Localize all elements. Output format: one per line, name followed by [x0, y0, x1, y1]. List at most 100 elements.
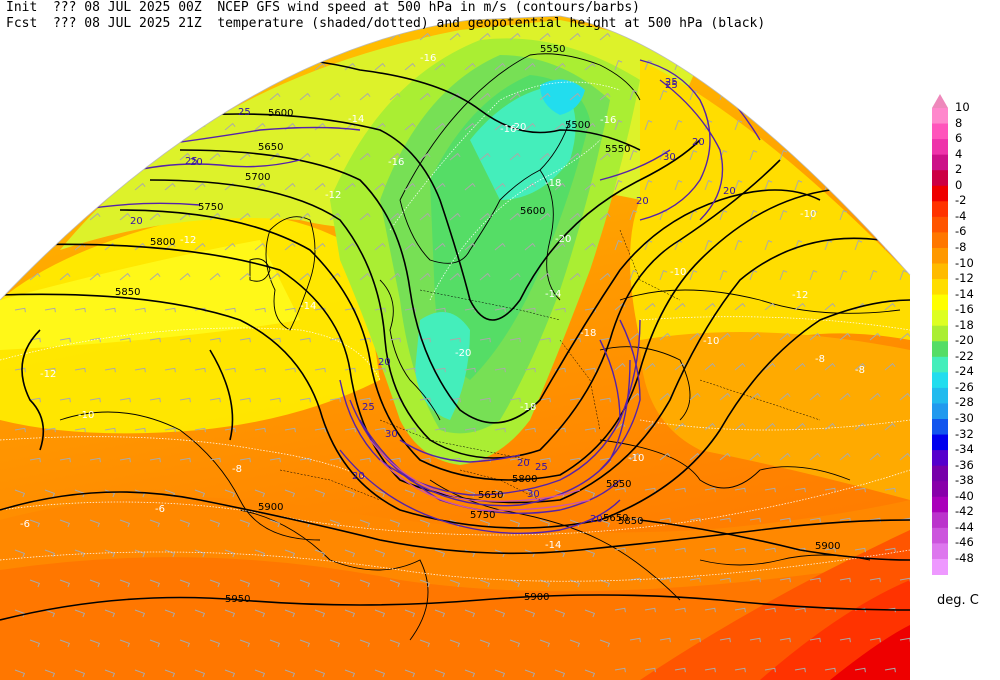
wind-barb [509, 272, 521, 281]
wind-barb [29, 519, 41, 528]
height-label: 5650 [603, 513, 628, 524]
wind-barb [224, 427, 236, 433]
wind-barb [854, 422, 866, 431]
wind-barb [779, 209, 788, 221]
temp-label: -18 [545, 178, 561, 189]
wind-barb [119, 32, 131, 41]
wind-barb [239, 457, 251, 463]
wind-barb [689, 332, 701, 341]
wind-barb [674, 422, 686, 431]
wind-barb [209, 457, 221, 463]
temp-label: -6 [155, 504, 165, 515]
wind-barb [674, 607, 686, 613]
wind-barb [824, 667, 836, 673]
wind-barb [284, 242, 296, 251]
wind-barb [44, 307, 56, 313]
temp-label: -8 [232, 464, 242, 475]
wind-barb [854, 119, 863, 131]
colorbar-swatch [932, 123, 948, 140]
wind-barb [509, 92, 521, 101]
wind-barb [869, 29, 878, 41]
wind-barb [194, 62, 206, 71]
wind-barb [749, 392, 761, 401]
wind-barb [89, 337, 101, 343]
wind-barb [734, 239, 743, 251]
wind-barb [644, 362, 656, 371]
wind-barb [404, 549, 416, 558]
wind-barb [254, 427, 266, 433]
wind-barb [854, 179, 863, 191]
wind-barb [569, 272, 581, 281]
wind-barb [689, 269, 698, 281]
wind-barb [584, 367, 596, 373]
wind-label: 25 [362, 402, 375, 413]
wind-barb [899, 577, 910, 583]
wind-barb [29, 579, 41, 588]
wind-barb [584, 182, 596, 191]
wind-barb [254, 122, 266, 131]
fcst-value: ??? 08 JUL 2025 21Z [52, 16, 202, 31]
wind-barb [224, 242, 236, 251]
height-label: 5800 [512, 474, 537, 485]
wind-barb [839, 637, 851, 643]
colorbar-swatch [932, 496, 948, 513]
wind-barb [359, 457, 371, 463]
wind-barb [434, 609, 446, 618]
wind-barb [599, 212, 611, 221]
wind-barb [509, 152, 521, 161]
wind-barb [389, 92, 401, 101]
wind-barb [359, 92, 371, 101]
wind-barb [614, 667, 626, 673]
wind-barb [194, 669, 206, 678]
wind-barb [899, 209, 908, 221]
wind-barb [869, 209, 878, 221]
wind-barb [254, 609, 266, 618]
wind-barb [269, 212, 281, 221]
colorbar-swatch [932, 543, 948, 560]
wind-barb [29, 397, 41, 403]
wind-barb [374, 427, 386, 433]
wind-barb [569, 639, 581, 648]
wind-barb [464, 669, 476, 678]
init-prefix: Init [6, 0, 38, 15]
wind-barb [254, 489, 266, 498]
wind-barb [779, 269, 788, 281]
wind-barb [704, 302, 716, 311]
wind-barb [539, 32, 551, 41]
wind-barb [809, 149, 818, 161]
wind-barb [764, 59, 773, 71]
wind-barb [494, 62, 506, 71]
wind-barb [554, 307, 566, 313]
wind-barb [884, 422, 896, 431]
wind-barb [674, 487, 686, 493]
wind-barb [494, 182, 506, 191]
colorbar-swatch [932, 512, 948, 529]
wind-barb [869, 392, 881, 401]
wind-barb [839, 29, 848, 41]
wind-barb [479, 579, 491, 588]
wind-barb [314, 62, 326, 71]
wind-barb [584, 609, 596, 618]
wind-barb [494, 307, 506, 313]
wind-barb [389, 272, 401, 281]
temp-label: -14 [348, 114, 364, 125]
wind-barb [539, 152, 551, 161]
wind-barb [809, 392, 821, 401]
wind-barb [419, 92, 431, 101]
wind-barb [434, 669, 446, 678]
wind-barb [74, 669, 86, 678]
wind-barb [89, 152, 101, 161]
wind-barb [854, 487, 866, 493]
wind-barb [899, 452, 910, 461]
wind-barb [524, 669, 536, 678]
init-line: Init ??? 08 JUL 2025 00Z NCEP GFS wind s… [6, 0, 640, 15]
wind-barb [14, 609, 26, 618]
wind-barb [674, 302, 686, 311]
wind-barb [479, 337, 491, 343]
wind-barb [494, 669, 506, 678]
wind-barb [479, 212, 491, 221]
wind-barb [884, 487, 896, 493]
wind-barb [119, 212, 131, 221]
wind-barb [254, 367, 266, 373]
wind-barb [449, 337, 461, 343]
